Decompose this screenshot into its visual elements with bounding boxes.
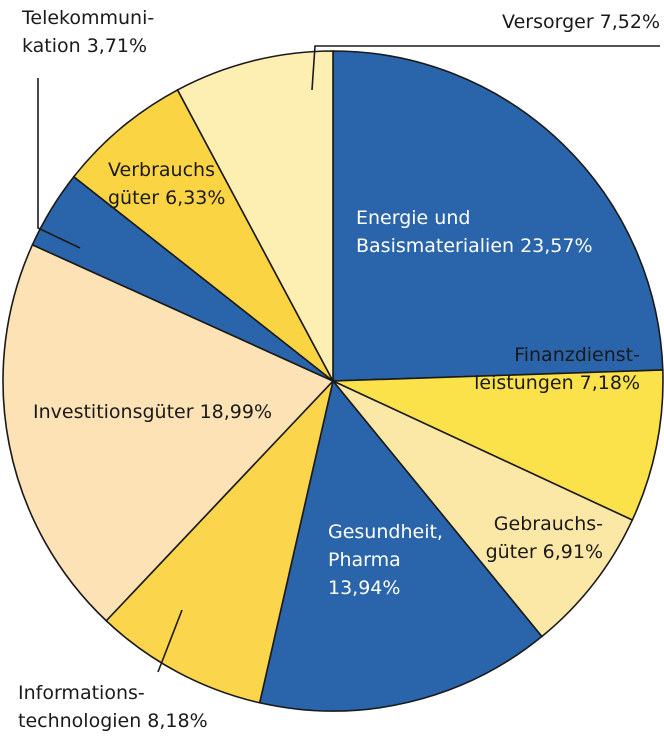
category-label: kation xyxy=(22,35,81,57)
slice-label: Gebrauchs- xyxy=(494,513,603,535)
pie-slice xyxy=(258,379,543,712)
category-label: Versorger xyxy=(502,11,594,33)
slice-label: Finanzdienst- xyxy=(514,344,640,366)
pie xyxy=(2,50,664,712)
value-label: 13,94% xyxy=(328,577,400,599)
slice-label: Telekommuni- xyxy=(21,7,154,29)
pie-slice xyxy=(332,50,664,382)
category-label: Finanzdienst- xyxy=(514,344,640,366)
value-label: 7,18% xyxy=(580,372,640,394)
category-label: leistungen xyxy=(474,372,573,394)
category-label: technologien xyxy=(18,710,141,732)
value-label: 18,99% xyxy=(200,401,272,423)
slice-label: kation 3,71% xyxy=(22,35,147,57)
leader-line xyxy=(157,609,183,673)
category-label: güter xyxy=(108,187,159,209)
category-label: Gesundheit, xyxy=(328,521,443,543)
value-label: 6,33% xyxy=(165,187,225,209)
category-label: Verbrauchs xyxy=(108,159,215,181)
leader-line xyxy=(37,78,81,249)
category-label: Energie und xyxy=(356,207,470,229)
slice-label: Investitionsgüter 18,99% xyxy=(33,401,272,423)
slice-label: Gesundheit, xyxy=(328,521,443,543)
slice-label: güter 6,91% xyxy=(486,541,603,563)
value-label: 8,18% xyxy=(147,710,207,732)
leader-line xyxy=(311,45,660,91)
category-label: Informations- xyxy=(18,682,145,704)
slice-label: Energie und xyxy=(356,207,470,229)
category-label: Telekommuni- xyxy=(21,7,154,29)
category-label: güter xyxy=(486,541,537,563)
value-label: 23,57% xyxy=(520,235,592,257)
pie-slice xyxy=(332,369,664,522)
slice-label: Versorger 7,52% xyxy=(502,11,660,33)
pie-slice xyxy=(105,378,335,704)
pie-slice xyxy=(176,50,334,382)
slice-label: Verbrauchs xyxy=(108,159,215,181)
slice-label: güter 6,33% xyxy=(108,187,225,209)
slice-label: Basismaterialien 23,57% xyxy=(356,235,593,257)
pie-slice xyxy=(72,88,334,382)
category-label: Pharma xyxy=(328,549,401,571)
pie-slice xyxy=(2,243,335,622)
pie-slice xyxy=(332,380,634,638)
category-label: Basismaterialien xyxy=(356,235,514,257)
value-label: 7,52% xyxy=(600,11,660,33)
slice-label: Informations- xyxy=(18,682,145,704)
slice-label: leistungen 7,18% xyxy=(474,372,640,394)
slice-label: technologien 8,18% xyxy=(18,710,208,732)
value-label: 3,71% xyxy=(87,35,147,57)
value-label: 6,91% xyxy=(543,541,603,563)
slice-label: Pharma xyxy=(328,549,401,571)
category-label: Investitionsgüter xyxy=(33,401,194,423)
category-label: Gebrauchs- xyxy=(494,513,603,535)
